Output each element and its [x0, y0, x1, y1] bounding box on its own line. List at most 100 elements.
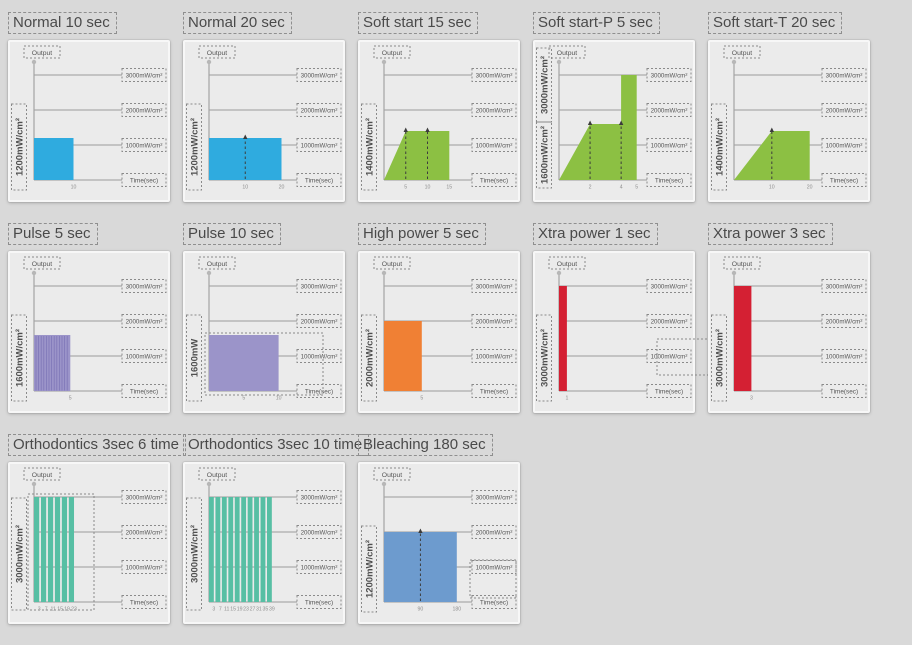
time-axis-label: Time(sec) — [130, 177, 158, 184]
x-tick-label: 10 — [769, 185, 775, 191]
y-axis-label-box — [296, 68, 342, 82]
y-axis-label: 3000mW/cm² — [126, 283, 163, 290]
peak-label: 3000mW/cm² — [190, 525, 201, 583]
y-axis-label-box — [471, 349, 517, 363]
output-label-box — [23, 45, 61, 59]
chart-title: Xtra power 1 sec — [533, 223, 658, 245]
y-axis-label: 2000mW/cm² — [476, 107, 513, 114]
chart-title: Orthodontics 3sec 10 time — [183, 434, 370, 456]
y-axis-label-box — [296, 279, 342, 293]
x-tick-label: 5 — [404, 185, 407, 191]
chart-panel: 3000mW/cm² 2000mW/cm² 1000mW/cm² Time(sec) 5… — [358, 40, 520, 202]
x-tick-label: 23 — [243, 607, 249, 613]
y-axis-label-box — [121, 490, 167, 504]
peak-label: 2000mW/cm² — [365, 329, 376, 387]
x-tick-label: 180 — [453, 607, 462, 613]
y-axis-label: 3000mW/cm² — [301, 283, 338, 290]
overlay-box — [204, 332, 324, 396]
chart-panel: 3000mW/cm² 2000mW/cm² 1000mW/cm² Time(sec) 2… — [533, 40, 695, 202]
x-tick-label: 20 — [279, 185, 285, 191]
chart-cell-soft-start-p-5: Soft start-P 5 sec 3000mW/cm² 2000mW/cm² 1… — [533, 12, 708, 202]
peak-label: 1600mW — [190, 339, 201, 378]
y-axis-label: 3000mW/cm² — [826, 72, 863, 79]
x-tick-label: 3 — [750, 396, 753, 402]
output-label: Output — [382, 261, 403, 268]
output-label-box — [723, 45, 761, 59]
y-axis-label: 3000mW/cm² — [126, 72, 163, 79]
time-axis-label: Time(sec) — [130, 388, 158, 395]
x-tick-label: 5 — [242, 396, 245, 402]
output-bar — [254, 497, 259, 602]
chart-title-box: Orthodontics 3sec 6 time — [8, 434, 186, 458]
output-shape — [734, 131, 810, 180]
y-axis-label: 1000mW/cm² — [476, 564, 513, 571]
peak-label-box — [711, 103, 727, 191]
output-label: Output — [732, 50, 753, 57]
x-tick-label: 11 — [224, 607, 229, 613]
chart-canvas: 3000mW/cm² 2000mW/cm² 1000mW/cm² Time(sec) 1… — [11, 45, 167, 191]
guide-arrow — [243, 134, 248, 139]
y-axis-label-box — [121, 103, 167, 117]
output-bar — [215, 497, 221, 602]
chart-title: Soft start 15 sec — [358, 12, 479, 34]
y-axis-label-box — [121, 138, 167, 152]
y-axis-label: 3000mW/cm² — [476, 72, 513, 79]
guide-arrow — [769, 127, 775, 132]
output-bar — [54, 497, 61, 602]
y-axis-label-box — [296, 314, 342, 328]
time-axis-label-box — [121, 173, 167, 187]
y-axis-label: 1000mW/cm² — [651, 353, 688, 360]
chart-cell-orthodontics-10: Orthodontics 3sec 10 time 3000mW/cm² 2000… — [183, 434, 370, 624]
x-tick-label: 15 — [446, 185, 452, 191]
overlay-box — [27, 493, 95, 611]
y-axis-label: 1000mW/cm² — [651, 142, 688, 149]
y-axis-label-box — [821, 349, 867, 363]
y-axis-label: 3000mW/cm² — [126, 494, 163, 501]
time-axis-label: Time(sec) — [655, 177, 683, 184]
peak-label: 3000mW/cm² — [540, 329, 551, 387]
chart-cell-pulse-5: Pulse 5 sec 3000mW/cm² 2000mW/cm² 1000mW/c… — [8, 223, 183, 413]
y-axis-label-box — [121, 349, 167, 363]
output-bar — [34, 497, 40, 602]
output-label: Output — [732, 261, 753, 268]
x-tick-label: 10 — [242, 185, 248, 191]
peak-label: 1200mW/cm² — [365, 540, 376, 598]
peak-label: 1400mW/cm² — [365, 118, 376, 176]
time-axis-label: Time(sec) — [830, 177, 858, 184]
chart-canvas: 3000mW/cm² 2000mW/cm² 1000mW/cm² Time(sec) 1… — [536, 256, 728, 402]
x-tick-label: 11 — [50, 607, 55, 613]
y-axis-label: 3000mW/cm² — [476, 283, 513, 290]
guide-arrow — [618, 120, 624, 125]
chart-canvas: 3000mW/cm² 2000mW/cm² 1000mW/cm² Time(sec) 5… — [361, 256, 517, 402]
x-tick-label: 1 — [565, 396, 568, 402]
y-axis-label-box — [296, 103, 342, 117]
chart-cell-normal-10: Normal 10 sec 3000mW/cm² 2000mW/cm² 1000mW… — [8, 12, 183, 202]
chart-title-box: Pulse 10 sec — [183, 223, 358, 247]
output-bar — [61, 497, 68, 602]
time-axis-label: Time(sec) — [655, 388, 683, 395]
output-shape — [34, 335, 71, 391]
chart-title-box: Soft start-T 20 sec — [708, 12, 883, 36]
chart-cell-soft-start-t-20: Soft start-T 20 sec 3000mW/cm² 2000mW/cm²… — [708, 12, 883, 202]
output-axis-cap — [31, 59, 37, 65]
output-label: Output — [557, 50, 578, 57]
output-axis-cap — [731, 270, 737, 276]
output-label-box — [23, 467, 61, 481]
y-axis-label-box — [646, 349, 692, 363]
output-label-box — [548, 256, 586, 270]
peak-label: 1600mW/cm² — [15, 329, 26, 387]
y-axis-label-box — [821, 68, 867, 82]
output-label: Output — [207, 472, 228, 479]
peak-label-box — [361, 525, 377, 613]
y-axis-label-box — [821, 314, 867, 328]
output-bar — [267, 497, 272, 602]
chart-title-box: Normal 20 sec — [183, 12, 358, 36]
time-axis-label-box — [471, 595, 517, 609]
chart-title-box: High power 5 sec — [358, 223, 533, 247]
chart-title-box: Soft start 15 sec — [358, 12, 533, 36]
chart-canvas: 3000mW/cm² 2000mW/cm² 1000mW/cm² Time(sec) 9… — [361, 467, 517, 613]
output-label: Output — [382, 50, 403, 57]
overlay-box — [469, 559, 517, 599]
y-axis-label: 2000mW/cm² — [476, 318, 513, 325]
peak-label-box — [11, 314, 27, 402]
